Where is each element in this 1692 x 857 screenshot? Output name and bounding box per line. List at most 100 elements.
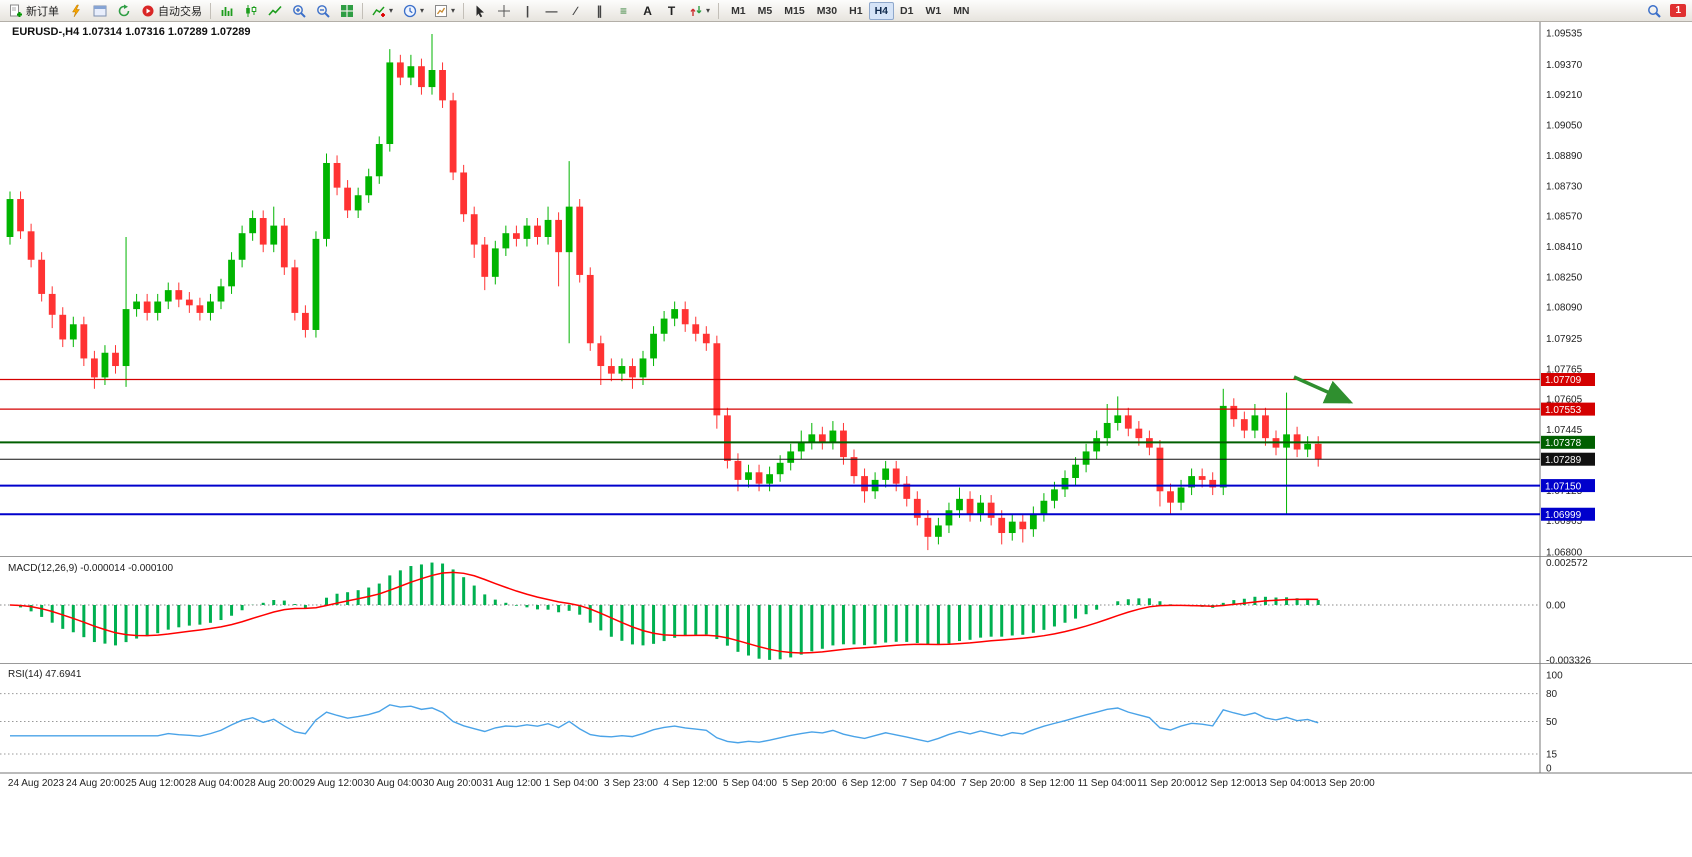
text-label-button[interactable]: T [660, 1, 683, 21]
time-axis-label: 30 Aug 04:00 [364, 778, 423, 789]
candle-body [755, 472, 763, 484]
text-button[interactable]: A [636, 1, 659, 21]
zoom-out-button[interactable] [311, 1, 334, 21]
price-scale-label: 1.08090 [1546, 303, 1583, 314]
price-chart[interactable]: 1.09535 1.09370 1.09210 1.09050 1.08890 1.087… [0, 22, 1692, 852]
candle-body [1072, 464, 1079, 478]
candle-body [207, 301, 214, 313]
price-scale-label: 1.08730 [1546, 181, 1583, 192]
candle-body [892, 468, 900, 484]
candle-body [354, 195, 362, 211]
timeframe-h4[interactable]: H4 [868, 1, 894, 20]
timeframe-m15[interactable]: M15 [778, 2, 810, 20]
templates-button[interactable]: ▾ [429, 1, 459, 21]
candle-body [987, 502, 995, 518]
text-label-icon: T [667, 3, 676, 18]
candle-body [840, 430, 847, 458]
search-button[interactable] [1642, 1, 1665, 21]
candle-body [428, 70, 436, 88]
timeframe-mn[interactable]: MN [947, 2, 975, 20]
timeframe-d1[interactable]: D1 [894, 2, 919, 20]
candle-body [1093, 438, 1101, 452]
vertical-line-icon: | [525, 3, 530, 18]
chevron-down-icon: ▾ [420, 6, 425, 15]
candle-body [228, 259, 235, 287]
candlestick-chart-button[interactable] [239, 1, 262, 21]
candle-body [1051, 489, 1058, 501]
candle-body [1082, 451, 1090, 465]
candle-body [502, 233, 510, 249]
price-tag-label: 1.07553 [1545, 405, 1582, 416]
candle-body [808, 434, 816, 442]
zoom-in-icon [291, 3, 306, 18]
timeframe-m5[interactable]: M5 [752, 2, 779, 20]
price-scale-label: 1.09535 [1546, 29, 1583, 40]
chevron-down-icon: ▾ [706, 6, 711, 15]
timeframe-toolbar: M1 M5 M15 M30 H1 H4 D1 W1 MN [725, 1, 975, 20]
zoom-in-button[interactable] [287, 1, 310, 21]
template-icon [433, 3, 448, 18]
candle-body [154, 301, 162, 313]
time-axis-label: 12 Sep 12:00 [1196, 778, 1256, 789]
time-axis-label: 28 Aug 04:00 [185, 778, 244, 789]
timeframe-h1[interactable]: H1 [843, 2, 868, 20]
new-order-button[interactable]: 新订单 [4, 1, 63, 21]
timeframe-w1[interactable]: W1 [919, 2, 947, 20]
time-axis-label: 24 Aug 20:00 [66, 778, 125, 789]
indicators-button[interactable]: ▾ [367, 1, 397, 21]
time-axis-label: 11 Sep 04:00 [1078, 778, 1137, 789]
candle-body [1124, 415, 1132, 429]
candle-body [38, 259, 46, 294]
rsi-scale-label: 0 [1546, 764, 1552, 775]
lightning-button[interactable] [64, 1, 87, 21]
autotrade-button[interactable]: 自动交易 [136, 1, 206, 21]
candle-body [513, 233, 520, 239]
candle-body [238, 233, 246, 260]
candle-body [217, 286, 225, 302]
candle-body [470, 214, 478, 245]
candle-body [101, 352, 109, 378]
candle-body [639, 358, 647, 378]
trendline-button[interactable]: ∕ [564, 1, 587, 21]
chevron-down-icon: ▾ [451, 6, 456, 15]
notification-badge[interactable]: 1 [1670, 4, 1686, 17]
bar-chart-button[interactable] [215, 1, 238, 21]
candle-body [1209, 479, 1217, 488]
arrows-icon [688, 3, 703, 18]
candle-body [439, 70, 446, 101]
price-tag-label: 1.06999 [1545, 510, 1582, 521]
timeframe-m1[interactable]: M1 [725, 2, 752, 20]
fibonacci-button[interactable]: ≡ [612, 1, 635, 21]
time-axis-label: 13 Sep 04:00 [1256, 778, 1316, 789]
toolbar: 新订单 自动交易 ▾ ▾ ▾ | — ∕ ∥ ≡ A T ▾ M1 M5 M15 M30 H1 H4 D1 W1 MN 1 [0, 0, 1692, 22]
candle-body [249, 218, 257, 234]
candle-body [1061, 477, 1069, 490]
toolbar-button-label: 自动交易 [158, 5, 202, 18]
chart-area[interactable]: 1.09535 1.09370 1.09210 1.09050 1.08890 1.087… [0, 22, 1692, 852]
candle-body [1114, 415, 1122, 423]
periods-button[interactable]: ▾ [398, 1, 428, 21]
equidistant-channel-button[interactable]: ∥ [588, 1, 611, 21]
price-tag-support-lower [1541, 507, 1595, 521]
candle-body [797, 441, 805, 452]
trend-arrow-annotation[interactable] [1293, 375, 1354, 404]
arrows-button[interactable]: ▾ [684, 1, 714, 21]
rsi-scale-label: 80 [1546, 689, 1558, 700]
refresh-button[interactable] [112, 1, 135, 21]
candle-body [935, 525, 942, 537]
tile-windows-button[interactable] [335, 1, 358, 21]
toolbar-button-label: 新订单 [26, 5, 59, 18]
autotrade-icon [140, 3, 155, 18]
line-chart-button[interactable] [263, 1, 286, 21]
vertical-line-button[interactable]: | [516, 1, 539, 21]
candle-body [629, 366, 636, 378]
cursor-button[interactable] [468, 1, 491, 21]
horizontal-line-button[interactable]: — [540, 1, 563, 21]
timeframe-m30[interactable]: M30 [811, 2, 843, 20]
candle-body [175, 290, 183, 300]
candle-body [565, 206, 573, 253]
candle-body [523, 225, 531, 239]
open-chart-button[interactable] [88, 1, 111, 21]
crosshair-button[interactable] [492, 1, 515, 21]
candle-body [660, 318, 668, 334]
